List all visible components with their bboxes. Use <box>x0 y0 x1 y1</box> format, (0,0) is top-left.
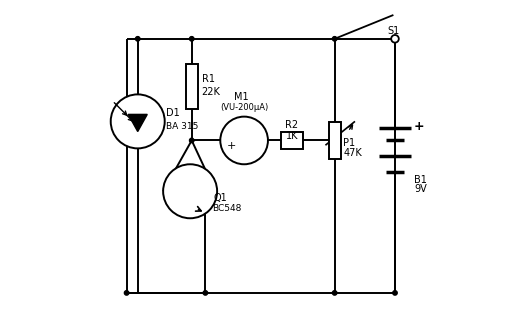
Text: 9V: 9V <box>414 184 427 194</box>
Text: 47K: 47K <box>343 147 362 158</box>
Polygon shape <box>128 115 147 131</box>
Bar <box>281 132 303 149</box>
Circle shape <box>124 291 129 295</box>
Circle shape <box>163 164 217 218</box>
Text: R1: R1 <box>202 73 215 84</box>
Text: 1K: 1K <box>285 131 298 141</box>
Bar <box>186 64 198 109</box>
Circle shape <box>391 35 399 43</box>
Circle shape <box>332 291 337 295</box>
Text: BA 315: BA 315 <box>166 122 199 131</box>
Circle shape <box>332 37 337 41</box>
Text: +: + <box>414 120 425 133</box>
Circle shape <box>189 138 194 143</box>
Text: B1: B1 <box>414 175 427 185</box>
Circle shape <box>136 37 140 41</box>
Text: P1: P1 <box>343 138 355 148</box>
Text: S1: S1 <box>387 26 399 36</box>
Text: BC548: BC548 <box>212 204 242 213</box>
Text: (VU-200μA): (VU-200μA) <box>220 103 268 112</box>
Text: D1: D1 <box>166 108 180 118</box>
Text: 22K: 22K <box>202 87 220 97</box>
Text: Q1: Q1 <box>214 193 228 203</box>
Circle shape <box>220 117 268 164</box>
Text: M1: M1 <box>233 92 248 102</box>
Circle shape <box>111 94 165 148</box>
Circle shape <box>189 37 194 41</box>
Bar <box>329 122 341 159</box>
Text: +: + <box>226 141 236 152</box>
Circle shape <box>203 291 207 295</box>
Text: R2: R2 <box>285 120 298 130</box>
Circle shape <box>393 291 397 295</box>
